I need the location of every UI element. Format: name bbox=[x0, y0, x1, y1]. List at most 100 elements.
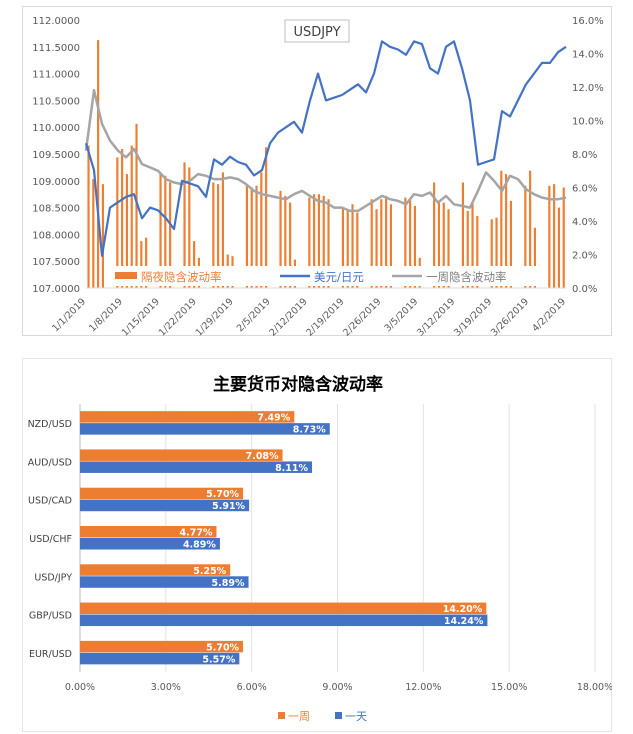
overnight-vol-bar bbox=[375, 209, 378, 288]
overnight-vol-bar bbox=[500, 170, 503, 288]
oneweek-bar bbox=[80, 449, 283, 461]
y-left-tick-label: 107.0000 bbox=[32, 284, 80, 295]
overnight-vol-bar bbox=[92, 179, 95, 288]
bar-value-label: 5.25% bbox=[193, 566, 226, 577]
oneweek-bar bbox=[80, 411, 295, 423]
overnight-vol-bar bbox=[188, 167, 191, 288]
overnight-vol-bar bbox=[217, 184, 220, 288]
overnight-vol-bar bbox=[279, 190, 282, 288]
oneweek-bar bbox=[80, 487, 244, 500]
overnight-vol-bar bbox=[509, 200, 512, 288]
oneweek-bar bbox=[80, 564, 231, 576]
overnight-vol-bar bbox=[250, 187, 253, 288]
y-left-tick-label: 111.0000 bbox=[32, 70, 80, 81]
y-right-tick-label: 16.0% bbox=[572, 16, 604, 27]
category-label: USD/CHF bbox=[29, 534, 72, 545]
chart1-legend-box bbox=[107, 266, 547, 286]
overnight-vol-bar bbox=[433, 182, 436, 288]
y-right-tick-label: 12.0% bbox=[572, 83, 604, 94]
overnight-vol-bar bbox=[380, 199, 383, 288]
overnight-vol-bar bbox=[461, 182, 464, 288]
overnight-vol-bar bbox=[221, 172, 224, 288]
overnight-vol-bar bbox=[341, 207, 344, 288]
category-label: NZD/USD bbox=[28, 419, 72, 430]
overnight-vol-bar bbox=[413, 205, 416, 288]
legend-label-overnight: 隔夜隐含波动率 bbox=[141, 270, 222, 284]
overnight-vol-bar bbox=[97, 40, 100, 288]
bar-value-label: 14.20% bbox=[443, 604, 483, 615]
overnight-vol-bar bbox=[212, 182, 215, 288]
oneday-bar bbox=[80, 576, 249, 588]
x-tick-label: 15.00% bbox=[491, 682, 527, 693]
bar-value-label: 8.73% bbox=[293, 425, 326, 436]
overnight-vol-bar bbox=[471, 202, 474, 288]
oneweek-bar bbox=[80, 602, 487, 615]
category-label: GBP/USD bbox=[29, 611, 72, 622]
bar-value-label: 5.89% bbox=[212, 578, 245, 589]
oneday-bar bbox=[80, 499, 250, 512]
legend-label-usdjpy: 美元/日元 bbox=[314, 270, 364, 284]
oneday-bar bbox=[80, 461, 313, 473]
overnight-vol-bar bbox=[164, 175, 167, 288]
y-right-tick-label: 8.0% bbox=[572, 150, 597, 161]
bar-value-label: 14.24% bbox=[444, 616, 484, 627]
overnight-vol-bar bbox=[385, 195, 388, 288]
x-tick-label: 18.00% bbox=[577, 682, 612, 693]
overnight-vol-bar bbox=[437, 200, 440, 288]
overnight-vol-bar bbox=[255, 185, 258, 288]
legend-label-oneday-bar: 一天 bbox=[345, 710, 367, 723]
overnight-vol-bar bbox=[159, 172, 162, 288]
overnight-vol-bar bbox=[308, 197, 311, 288]
y-right-tick-label: 14.0% bbox=[572, 50, 604, 61]
legend-swatch-overnight bbox=[115, 272, 137, 279]
overnight-vol-bar bbox=[87, 145, 90, 288]
bar-value-label: 8.11% bbox=[275, 463, 308, 474]
overnight-vol-bar bbox=[529, 170, 532, 288]
overnight-vol-bar bbox=[524, 185, 527, 288]
overnight-vol-bar bbox=[289, 202, 292, 288]
overnight-vol-bar bbox=[183, 162, 186, 288]
overnight-vol-bar bbox=[557, 207, 560, 288]
x-tick-label: 6.00% bbox=[237, 682, 267, 693]
y-right-tick-label: 10.0% bbox=[572, 117, 604, 128]
legend-label-oneweek: 一周隐含波动率 bbox=[426, 270, 507, 284]
y-left-tick-label: 109.5000 bbox=[32, 150, 80, 161]
overnight-vol-bar bbox=[356, 212, 359, 288]
overnight-vol-bar bbox=[121, 148, 124, 288]
overnight-vol-bar bbox=[327, 199, 330, 288]
y-left-tick-label: 112.0000 bbox=[32, 16, 80, 27]
x-tick-label: 12.00% bbox=[405, 682, 441, 693]
bar-value-label: 5.70% bbox=[206, 489, 239, 500]
overnight-vol-bar bbox=[351, 204, 354, 288]
x-tick-label: 9.00% bbox=[322, 682, 352, 693]
overnight-vol-bar bbox=[389, 204, 392, 288]
oneweek-bar bbox=[80, 526, 217, 538]
overnight-vol-bar bbox=[116, 157, 119, 288]
y-right-tick-label: 2.0% bbox=[572, 251, 597, 262]
y-left-tick-label: 107.5000 bbox=[32, 257, 80, 268]
y-left-tick-label: 109.0000 bbox=[32, 177, 80, 188]
y-left-tick-label: 110.0000 bbox=[32, 123, 80, 134]
legend-swatch-oneday-bar bbox=[335, 712, 342, 719]
overnight-vol-bar bbox=[404, 197, 407, 288]
chart1-legend: 隔夜隐含波动率 美元/日元 一周隐含波动率 bbox=[107, 266, 547, 286]
overnight-vol-bar bbox=[317, 194, 320, 288]
y-right-tick-label: 4.0% bbox=[572, 217, 597, 228]
overnight-vol-bar bbox=[130, 145, 133, 288]
overnight-vol-bar bbox=[505, 174, 508, 288]
category-label: USD/JPY bbox=[34, 572, 72, 583]
chart1-frame bbox=[22, 6, 612, 336]
overnight-vol-bar bbox=[495, 217, 498, 288]
category-label: AUD/USD bbox=[28, 457, 72, 468]
bar-value-label: 5.91% bbox=[212, 501, 245, 512]
x-tick-label: 3.00% bbox=[151, 682, 181, 693]
overnight-vol-bar bbox=[370, 199, 373, 288]
oneweek-vol-line bbox=[84, 89, 567, 213]
oneday-bar bbox=[80, 538, 220, 550]
overnight-vol-bar bbox=[476, 215, 479, 288]
overnight-vol-bar bbox=[322, 195, 325, 288]
overnight-vol-bar bbox=[346, 210, 349, 288]
chart2-title: 主要货币对隐含波动率 bbox=[213, 374, 383, 395]
legend-swatch-oneweek-bar bbox=[278, 712, 285, 719]
bar-value-label: 7.08% bbox=[246, 451, 279, 462]
